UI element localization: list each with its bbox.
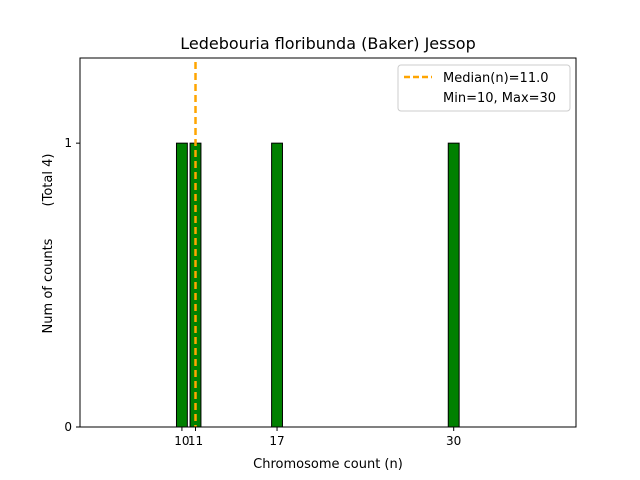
- bars-group: [175, 142, 529, 428]
- x-axis-label: Chromosome count (n): [253, 457, 403, 472]
- bar-10: [175, 142, 188, 428]
- x-tick-label-11: 11: [188, 434, 203, 448]
- x-tick-label-30: 30: [446, 434, 461, 448]
- y-tick-label-0: 0: [64, 420, 72, 434]
- y-tick-label-1: 1: [64, 136, 72, 150]
- chart-title: Ledebouria floribunda (Baker) Jessop: [180, 34, 476, 53]
- bar-17: [271, 142, 283, 428]
- x-tick-label-10: 10: [174, 434, 189, 448]
- y-axis-total-label: (Total 4): [41, 154, 56, 207]
- legend-median-label: Median(n)=11.0: [443, 71, 549, 86]
- y-axis-ticks: 01: [64, 136, 80, 434]
- plot-frame: [79, 57, 577, 428]
- y-axis-label: Num of counts: [41, 238, 56, 333]
- legend-min-max-label: Min=10, Max=30: [443, 91, 556, 106]
- legend-box: [397, 64, 571, 112]
- bar-30: [447, 142, 460, 428]
- legend: Median(n)=11.0 Min=10, Max=30: [397, 64, 571, 112]
- x-tick-label-17: 17: [269, 434, 284, 448]
